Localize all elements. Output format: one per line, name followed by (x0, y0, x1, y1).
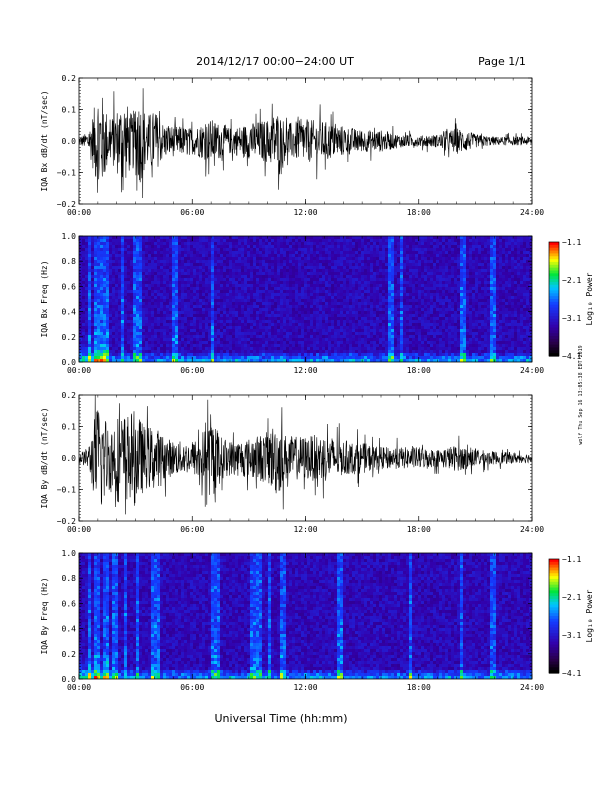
y-tick-label: 1.0 (62, 232, 77, 241)
colorbar-tick-label: −4.1 (562, 352, 581, 361)
y-tick-label: 0.8 (62, 257, 77, 266)
y-axis-label: IQA Bx Freq (Hz) (40, 260, 49, 337)
y-axis-label: IQA Bx dB/dt (nT/sec) (40, 90, 49, 191)
series-line (79, 395, 532, 515)
side-note: wolf Thu Sep 16 13:05:38 EDT 2019 (578, 345, 584, 444)
y-tick-label: 0.2 (62, 333, 77, 342)
panel-2: −1.1 −2.1 −3.1 −4.1 Log₁₀ Power 1.0 0.8 0.6 0.4 0… (40, 232, 594, 375)
colorbar-label: Log₁₀ Power (585, 589, 594, 642)
x-axis-label: Universal Time (hh:mm) (215, 712, 348, 725)
colorbar-tick-label: −1.1 (562, 555, 581, 564)
colorbar: −1.1 −2.1 −3.1 −4.1 Log₁₀ Power (548, 555, 594, 678)
x-tick-label: 00:00 (67, 683, 91, 692)
y-tick-label: 0.2 (62, 650, 77, 659)
x-tick-label: 24:00 (520, 683, 544, 692)
panels: 0.20.10.0−0.1−0.200:00 06:00 12:00 18:00 24:… (40, 74, 594, 692)
y-tick-label: −0.2 (57, 517, 76, 526)
y-tick-label: 0.4 (62, 308, 77, 317)
y-axis-label: IQA By dB/dt (nT/sec) (40, 407, 49, 508)
y-tick-label: 0.8 (62, 574, 77, 583)
colorbar-frame (548, 241, 560, 357)
x-tick-label: 18:00 (407, 208, 431, 217)
colorbar-tick-label: −1.1 (562, 238, 581, 247)
y-tick-label: 0.0 (62, 358, 77, 367)
x-tick-label: 24:00 (520, 366, 544, 375)
colorbar-tick-label: −2.1 (562, 593, 581, 602)
y-tick-label: 0.1 (62, 423, 77, 432)
x-tick-label: 18:00 (407, 525, 431, 534)
x-tick-label: 12:00 (293, 683, 317, 692)
y-tick-label: −0.2 (57, 200, 76, 209)
y-tick-label: 0.0 (62, 454, 77, 463)
x-tick-label: 00:00 (67, 208, 91, 217)
x-tick-label: 18:00 (407, 683, 431, 692)
y-axis-label: IQA By Freq (Hz) (40, 577, 49, 654)
x-tick-label: 12:00 (293, 366, 317, 375)
x-tick-label: 06:00 (180, 366, 204, 375)
y-tick-label: 0.2 (62, 74, 77, 83)
panel-4: −1.1 −2.1 −3.1 −4.1 Log₁₀ Power 1.0 0.8 0.6 0.4 0… (40, 549, 594, 692)
colorbar-tick-label: −2.1 (562, 276, 581, 285)
colorbar: −1.1 −2.1 −3.1 −4.1 Log₁₀ Power (548, 238, 594, 361)
figure-title: 2014/12/17 00:00−24:00 UT (196, 55, 354, 68)
x-tick-label: 00:00 (67, 525, 91, 534)
x-tick-label: 06:00 (180, 525, 204, 534)
x-tick-label: 12:00 (293, 525, 317, 534)
x-tick-label: 06:00 (180, 683, 204, 692)
colorbar-tick-label: −4.1 (562, 669, 581, 678)
y-tick-label: 1.0 (62, 549, 77, 558)
y-tick-label: 0.6 (62, 599, 77, 608)
panel-1: 0.2 0.1 0.0 −0.1 −0.200:00 06:00 12:00 18:00 24:… (40, 74, 544, 217)
y-tick-label: 0.1 (62, 106, 77, 115)
colorbar-tick-label: −3.1 (562, 631, 581, 640)
spectrogram (79, 236, 532, 362)
colorbar-tick-label: −3.1 (562, 314, 581, 323)
x-tick-label: 24:00 (520, 208, 544, 217)
y-tick-label: −0.1 (57, 486, 76, 495)
page-label: Page 1/1 (478, 55, 526, 68)
y-tick-label: −0.1 (57, 169, 76, 178)
colorbar-frame (548, 558, 560, 674)
y-tick-label: 0.6 (62, 282, 77, 291)
spectrogram (79, 553, 532, 679)
y-tick-label: 0.4 (62, 625, 77, 634)
y-tick-label: 0.0 (62, 675, 77, 684)
series-line (79, 88, 532, 199)
x-tick-label: 12:00 (293, 208, 317, 217)
y-tick-label: 0.2 (62, 391, 77, 400)
x-tick-label: 24:00 (520, 525, 544, 534)
panel-3: 0.2 0.1 0.0 −0.1 −0.200:00 06:00 12:00 18:00 24:… (40, 391, 544, 534)
colorbar-label: Log₁₀ Power (585, 272, 594, 325)
x-tick-label: 06:00 (180, 208, 204, 217)
x-tick-label: 00:00 (67, 366, 91, 375)
x-tick-label: 18:00 (407, 366, 431, 375)
y-tick-label: 0.0 (62, 137, 77, 146)
